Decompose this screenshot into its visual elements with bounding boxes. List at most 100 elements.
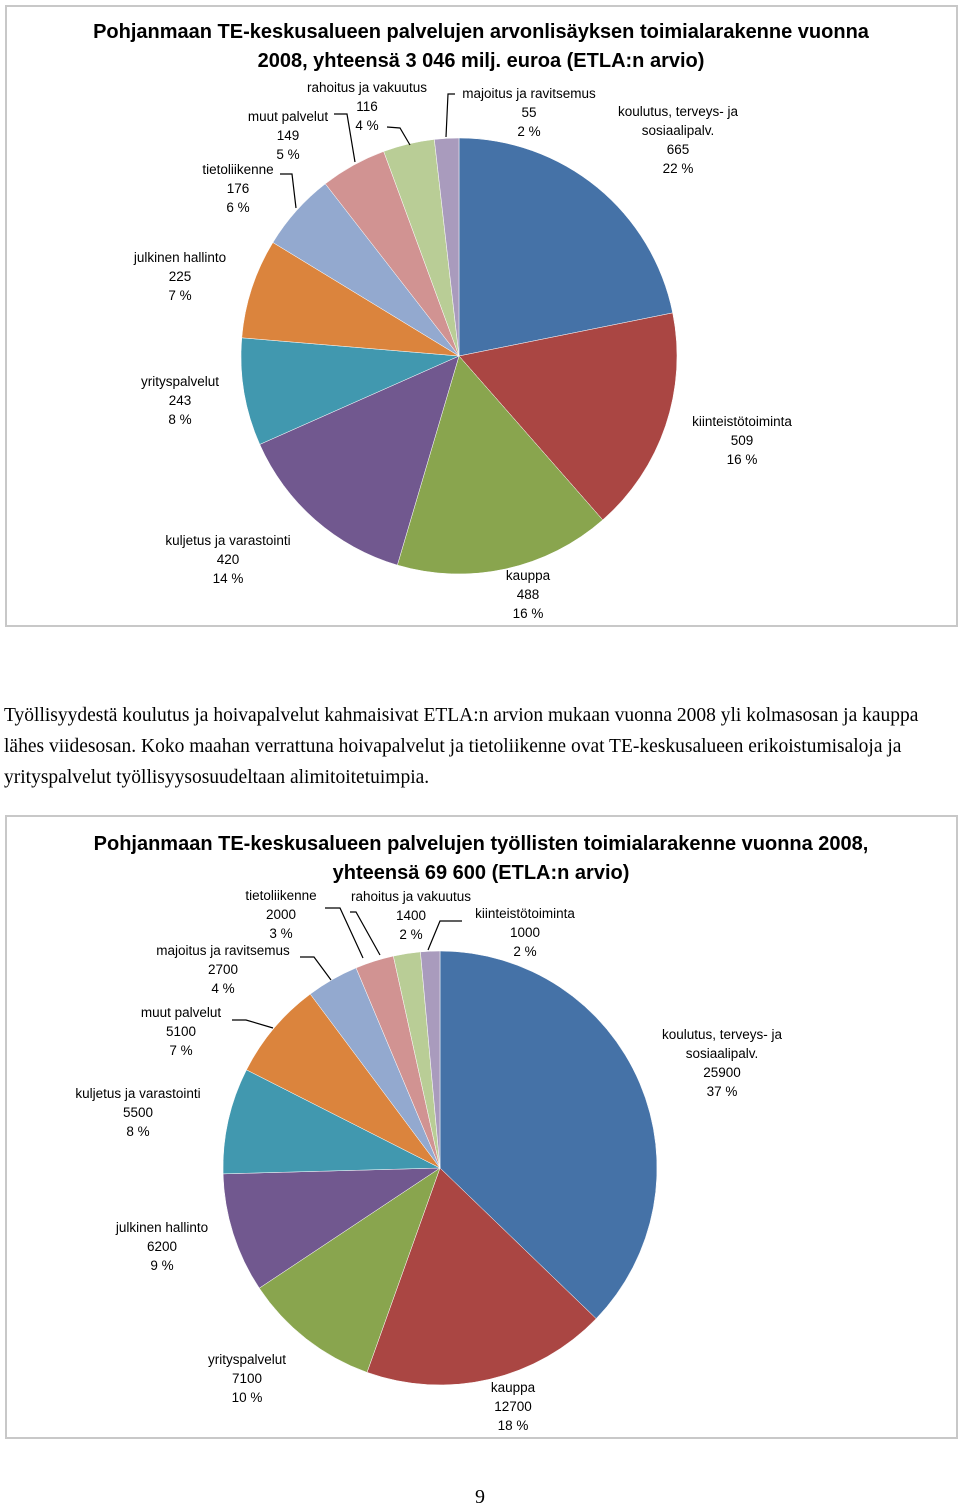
category-label: majoitus ja ravitsemus [156, 943, 290, 958]
data-label: yrityspalvelut 243 8 % [120, 372, 240, 429]
percent-label: 3 % [269, 926, 293, 941]
percent-label: 16 % [512, 606, 544, 621]
value-label: 488 [516, 587, 540, 602]
percent-label: 8 % [126, 1124, 150, 1139]
data-label: rahoitus ja vakuutus 1400 2 % [336, 887, 486, 944]
value-label: 2000 [265, 907, 297, 922]
value-label: 420 [216, 552, 240, 567]
value-label: 665 [666, 142, 690, 157]
data-label: tietoliikenne 2000 3 % [231, 886, 331, 943]
data-label: muut palvelut 149 5 % [238, 107, 338, 164]
value-label: 5100 [165, 1024, 197, 1039]
value-label: 55 [521, 105, 537, 120]
percent-label: 7 % [168, 288, 192, 303]
value-label: 7100 [231, 1371, 263, 1386]
percent-label: 9 % [150, 1258, 174, 1273]
percent-label: 8 % [168, 412, 192, 427]
chart-frame [5, 815, 958, 1439]
value-label: 1000 [509, 925, 541, 940]
percent-label: 37 % [706, 1084, 738, 1099]
pie-slice [458, 137, 673, 357]
data-label: muut palvelut 5100 7 % [131, 1003, 231, 1060]
data-label: majoitus ja ravitsemus 55 2 % [444, 84, 614, 141]
value-label: 12700 [494, 1399, 532, 1414]
value-label: 25900 [703, 1065, 741, 1080]
paragraph: Työllisyydestä koulutus ja hoivapalvelut… [4, 705, 919, 788]
category-label: kuljetus ja varastointi [75, 1086, 201, 1101]
pie-slice [366, 1167, 597, 1386]
value-label: 149 [276, 128, 300, 143]
percent-label: 10 % [231, 1390, 263, 1405]
category-label: kiinteistötoiminta [475, 906, 575, 921]
percent-label: 4 % [211, 981, 235, 996]
category-label: yrityspalvelut [207, 1352, 287, 1367]
data-label: kuljetus ja varastointi 5500 8 % [58, 1084, 218, 1141]
data-label: kuljetus ja varastointi 420 14 % [148, 531, 308, 588]
percent-label: 5 % [276, 147, 300, 162]
pie-slice [397, 355, 604, 575]
pie-slice [246, 993, 441, 1169]
category-label: majoitus ja ravitsemus [462, 86, 596, 101]
pie-slice [222, 1167, 441, 1289]
pie-slice [439, 950, 658, 1320]
pie-slice [258, 1167, 441, 1373]
category-label: rahoitus ja vakuutus [306, 80, 428, 95]
value-label: 243 [168, 393, 192, 408]
data-label: koulutus, terveys- ja sosiaalipalv. 665 22… [603, 102, 753, 178]
category-label: julkinen hallinto [115, 1220, 209, 1235]
category-label: kiinteistötoiminta [692, 414, 792, 429]
percent-label: 6 % [226, 200, 250, 215]
percent-label: 18 % [497, 1418, 529, 1433]
category-label: koulutus, terveys- ja sosiaalipalv. [617, 104, 739, 138]
pie-slice [434, 137, 460, 357]
leader-line [232, 1019, 274, 1029]
leader-line [427, 920, 462, 951]
data-label: kiinteistötoiminta 1000 2 % [455, 904, 595, 961]
category-label: julkinen hallinto [133, 250, 227, 265]
leader-line [334, 113, 356, 163]
percent-label: 2 % [517, 124, 541, 139]
category-label: yrityspalvelut [140, 374, 220, 389]
pie-slice [222, 1069, 441, 1175]
leader-line [300, 956, 332, 981]
percent-label: 16 % [726, 452, 758, 467]
leader-line [280, 173, 297, 209]
category-label: kuljetus ja varastointi [165, 533, 291, 548]
percent-label: 14 % [212, 571, 244, 586]
data-label: majoitus ja ravitsemus 2700 4 % [143, 941, 303, 998]
data-label: kiinteistötoiminta 509 16 % [672, 412, 812, 469]
category-label: muut palvelut [247, 109, 329, 124]
category-label: kauppa [505, 568, 551, 583]
category-label: koulutus, terveys- ja sosiaalipalv. [661, 1027, 783, 1061]
pie-slice [240, 337, 460, 445]
percent-label: 7 % [169, 1043, 193, 1058]
data-label: kauppa 488 16 % [478, 566, 578, 623]
data-label: rahoitus ja vakuutus 116 4 % [292, 78, 442, 135]
category-label: tietoliikenne [202, 162, 274, 177]
value-label: 116 [356, 99, 378, 114]
chart-title: Pohjanmaan TE-keskusalueen palvelujen ty… [93, 833, 869, 884]
data-label: yrityspalvelut 7100 10 % [187, 1350, 307, 1407]
value-label: 1400 [395, 908, 427, 923]
data-label: julkinen hallinto 6200 9 % [102, 1218, 222, 1275]
page-number: 9 [475, 1486, 485, 1508]
pie-slice [458, 312, 678, 521]
percent-label: 22 % [662, 161, 694, 176]
category-label: tietoliikenne [245, 888, 317, 903]
data-label: koulutus, terveys- ja sosiaalipalv. 25900… [647, 1025, 797, 1101]
pie-slice [241, 242, 460, 357]
data-label: julkinen hallinto 225 7 % [115, 248, 245, 305]
category-label: muut palvelut [140, 1005, 222, 1020]
value-label: 225 [168, 269, 192, 284]
value-label: 176 [226, 181, 250, 196]
category-label: rahoitus ja vakuutus [350, 889, 472, 904]
chart-frame [5, 5, 958, 627]
percent-label: 2 % [513, 944, 537, 959]
value-label: 509 [730, 433, 754, 448]
pie-slice [259, 355, 460, 566]
leader-line [445, 93, 455, 138]
percent-label: 2 % [399, 927, 423, 942]
leader-line [350, 911, 381, 956]
